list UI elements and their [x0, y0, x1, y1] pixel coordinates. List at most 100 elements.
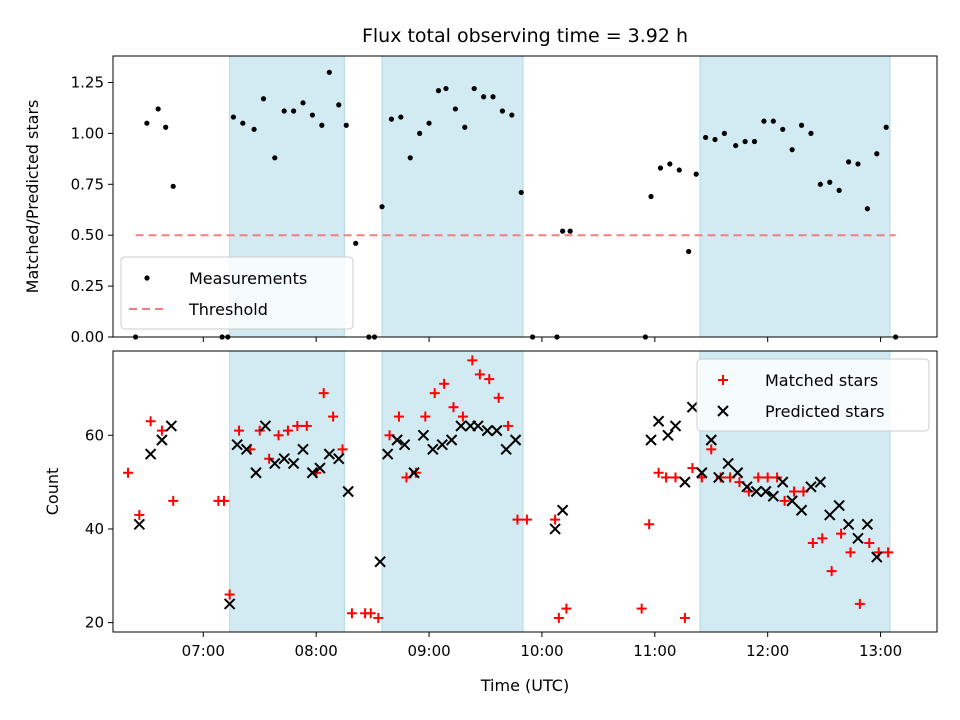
bot-series-1-point-61 — [871, 551, 883, 563]
bot-series-0-point-62 — [807, 538, 818, 549]
top-series-0-point-24 — [388, 116, 395, 122]
bot-series-1-point-40-b — [679, 476, 691, 488]
top-legend: Measurements Threshold — [120, 256, 354, 330]
bot-series-1-point-32-b — [500, 443, 512, 456]
bot-series-1-point-9-b — [269, 457, 281, 470]
bot-x-tick-label-3: 10:00 — [520, 642, 563, 660]
bot-series-1-point-8-b — [259, 420, 272, 432]
bot-series-1-point-15 — [323, 448, 336, 460]
bot-series-1-point-34 — [549, 523, 561, 535]
bot-series-1 — [133, 401, 883, 610]
x-axis-label: Time (UTC) — [480, 676, 569, 695]
bot-series-1-point-21 — [398, 438, 411, 451]
bot-series-1-point-44-b — [713, 471, 725, 484]
bot-series-0-point-60 — [789, 486, 800, 497]
top-series-0-point-50 — [703, 134, 709, 141]
bot-series-1-point-33 — [509, 434, 522, 446]
bot-series-0-point-43 — [636, 603, 647, 614]
bot-series-1-point-45-b — [722, 457, 734, 470]
bot-series-1-point-26-b — [445, 434, 458, 446]
bot-series-1-point-24-b — [427, 443, 439, 456]
bot-y-tick-label-2: 60 — [85, 426, 104, 444]
bot-series-1-point-25-b — [436, 438, 448, 451]
top-series-0-point-46 — [667, 161, 673, 167]
top-series-0-point-2 — [155, 106, 161, 112]
bot-legend-entry-1-swatch — [717, 405, 729, 417]
bot-series-1-point-29 — [472, 420, 484, 432]
bot-series-1-point-48 — [750, 485, 763, 498]
bot-series-0-point-35 — [484, 374, 495, 385]
bot-y-tick-label-1: 40 — [85, 520, 104, 538]
bottom-y-axis-label: Count — [43, 468, 62, 516]
bot-series-1-point-43-b — [705, 434, 717, 446]
top-y-tick-label-5: 1.25 — [71, 73, 104, 91]
bot-series-1-point-17 — [342, 485, 354, 498]
bot-series-1-point-35 — [556, 504, 569, 516]
bot-series-1-point-58 — [842, 518, 855, 530]
top-y-tick-label-1: 0.25 — [71, 277, 104, 295]
top-series-0-point-59 — [789, 147, 795, 153]
bot-series-1-point-42-b — [696, 467, 708, 479]
top-series-0-point-4 — [170, 183, 176, 189]
bot-series-0-point-66 — [845, 547, 856, 558]
top-series-0 — [132, 69, 899, 340]
bot-series-0-point-36 — [493, 392, 504, 403]
top-series-0-point-1 — [144, 120, 150, 126]
top-series-0-point-26 — [407, 155, 413, 161]
bot-series-0-point-23 — [373, 612, 384, 623]
top-x-ticks — [202, 337, 882, 342]
top-series-0-point-36 — [499, 108, 506, 114]
top-series-0-point-45 — [657, 165, 664, 171]
bot-series-0-point-2 — [145, 416, 156, 427]
bot-series-1-point-43 — [705, 434, 717, 446]
bot-series-0-point-25 — [393, 411, 404, 422]
bot-x-tick-label-1: 08:00 — [295, 642, 338, 660]
bottom-axes-frame — [112, 350, 938, 633]
bot-series-1-point-45 — [722, 457, 734, 470]
bot-series-0-point-6 — [218, 495, 229, 506]
bot-series-1-point-37-b — [652, 415, 665, 427]
bot-series-1-point-9 — [269, 457, 281, 470]
bot-series-0-point-32 — [457, 411, 468, 422]
bot-series-1-point-36-b — [645, 434, 657, 446]
bot-series-1-point-52-b — [786, 495, 798, 507]
top-series-0-point-54 — [742, 138, 748, 145]
bot-series-1-point-41 — [686, 401, 699, 413]
bot-series-1-point-27-b — [455, 420, 467, 432]
bot-series-1-point-16 — [333, 453, 345, 465]
bot-series-1-point-24 — [427, 443, 439, 456]
top-series-0-point-8 — [240, 120, 246, 126]
bot-series-0-point-47 — [670, 472, 681, 483]
bot-series-1-point-11-b — [287, 457, 300, 470]
bot-x-tick-label-6: 13:00 — [859, 642, 902, 660]
bot-series-1-point-19 — [381, 448, 394, 460]
bottom-plot-area — [123, 355, 894, 623]
bot-series-0-point-13 — [282, 425, 293, 436]
bot-series-0-point-8 — [234, 425, 245, 436]
bot-series-0-point-70 — [883, 547, 894, 558]
bot-series-0-point-67 — [854, 598, 865, 609]
bot-x-tick-label-2: 09:00 — [407, 642, 450, 660]
bot-series-1-point-0-b — [133, 518, 146, 530]
top-series-0-point-51 — [712, 136, 718, 143]
bot-series-1-point-8 — [259, 420, 272, 432]
top-y-tick-label-0: 0.00 — [71, 328, 104, 346]
top-y-ticks: 0.00 0.25 0.50 0.75 1.00 1.25 — [71, 73, 113, 346]
bot-x-tick-label-4: 11:00 — [633, 642, 676, 660]
bottom-x-ticks: 07:00 08:00 09:00 10:00 11:00 12:00 13:00 — [182, 632, 902, 660]
bot-series-1-point-16-b — [333, 453, 345, 465]
bot-series-1-point-47 — [741, 481, 753, 493]
top-series-0-point-48 — [686, 248, 692, 255]
bot-series-0-point-59 — [779, 495, 790, 506]
bot-shaded-interval-1 — [381, 350, 524, 633]
bot-series-0-point-28 — [420, 411, 431, 422]
bot-series-0-point-30 — [439, 378, 450, 389]
bot-series-1-point-18 — [374, 556, 386, 568]
bot-series-1-point-33-b — [509, 434, 522, 446]
top-legend-box — [120, 256, 354, 330]
bot-series-1-point-59-b — [852, 532, 864, 545]
top-series-0-point-7 — [230, 114, 237, 120]
top-series-0-point-57 — [770, 118, 776, 124]
bot-series-0-point-0 — [123, 467, 134, 478]
bot-series-0-point-10 — [254, 425, 265, 436]
